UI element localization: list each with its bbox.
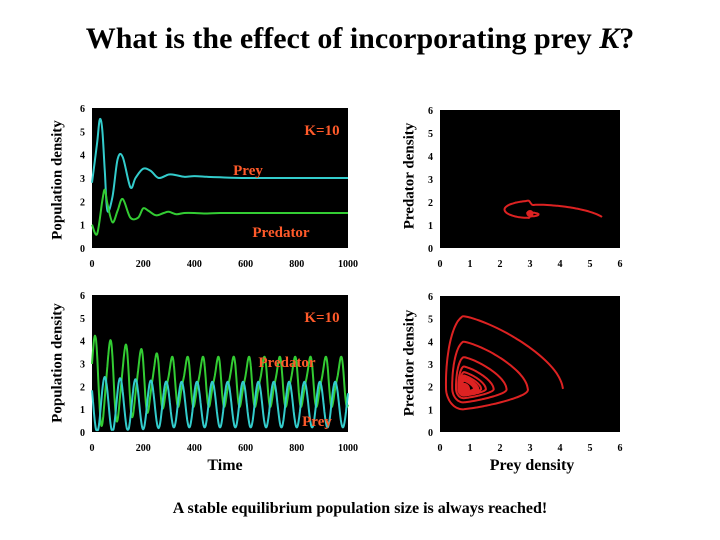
chart-time-bottom: 0 1 2 3 4 5 6 0 200 400 600 800 1000 K=10 Predator Prey <box>80 291 358 454</box>
y-tick-label: 5 <box>80 127 85 138</box>
chart-time-top: 0 1 2 3 4 5 6 0 200 400 600 800 1000 K=10 Prey Predator <box>80 104 358 270</box>
y-tick-label: 5 <box>80 314 85 325</box>
x-tick-label: 6 <box>618 259 623 270</box>
y-axis-label-time-bottom: Population density <box>49 303 66 423</box>
y-tick-label: 6 <box>80 104 85 115</box>
y-tick-label: 2 <box>80 382 85 393</box>
chart-phase-top: 0 1 2 3 4 5 6 0 1 2 3 4 5 6 <box>428 106 623 270</box>
phase-trajectory <box>444 315 564 411</box>
y-axis-label-phase-top: Predator density <box>401 122 418 230</box>
x-tick-label: 2 <box>498 443 503 454</box>
x-tick-label: 0 <box>90 259 95 270</box>
x-tick-label: 0 <box>90 443 95 454</box>
x-tick-label: 600 <box>238 443 253 454</box>
series-line-prey <box>91 117 348 213</box>
plot-background <box>440 110 620 248</box>
y-tick-label: 3 <box>80 360 85 371</box>
x-tick-label: 0 <box>438 443 443 454</box>
x-tick-label: 200 <box>136 443 151 454</box>
y-tick-label: 2 <box>80 197 85 208</box>
y-tick-label: 0 <box>80 244 85 255</box>
series-line-predator <box>91 188 348 236</box>
y-tick-label: 1 <box>428 405 433 416</box>
x-axis-label-time: Time <box>207 457 243 474</box>
y-tick-label: 4 <box>428 337 433 348</box>
x-tick-label: 1 <box>468 443 473 454</box>
x-tick-label: 1 <box>468 259 473 270</box>
x-tick-label: 5 <box>588 443 593 454</box>
x-tick-label: 800 <box>289 443 304 454</box>
x-tick-label: 4 <box>558 443 563 454</box>
equilibrium-point <box>526 210 534 217</box>
x-tick-label: 4 <box>558 259 563 270</box>
x-tick-label: 400 <box>187 443 202 454</box>
y-tick-label: 6 <box>428 292 433 303</box>
y-axis-label-time-top: Population density <box>49 120 66 240</box>
x-tick-label: 200 <box>136 259 151 270</box>
y-tick-label: 6 <box>80 291 85 302</box>
x-tick-label: 400 <box>187 259 202 270</box>
y-tick-label: 6 <box>428 106 433 117</box>
y-tick-label: 1 <box>80 405 85 416</box>
x-tick-label: 3 <box>528 443 533 454</box>
y-tick-label: 4 <box>428 152 433 163</box>
annotation-predator: Predator <box>252 225 310 241</box>
y-tick-label: 4 <box>80 337 85 348</box>
y-tick-label: 1 <box>80 221 85 232</box>
y-tick-label: 3 <box>428 175 433 186</box>
chart-phase-bottom: 0 1 2 3 4 5 6 0 1 2 3 4 5 6 <box>428 292 623 454</box>
x-tick-label: 2 <box>498 259 503 270</box>
x-tick-label: 1000 <box>338 259 358 270</box>
x-axis-label-prey-density: Prey density <box>489 457 575 474</box>
y-tick-label: 0 <box>428 428 433 439</box>
annotation-prey: Prey <box>302 414 332 430</box>
x-tick-label: 0 <box>438 259 443 270</box>
y-tick-label: 1 <box>428 221 433 232</box>
x-tick-label: 800 <box>289 259 304 270</box>
y-tick-label: 0 <box>80 428 85 439</box>
y-axis-label-phase-bottom: Predator density <box>401 309 418 417</box>
x-tick-label: 6 <box>618 443 623 454</box>
y-tick-label: 2 <box>428 383 433 394</box>
footer-note: A stable equilibrium population size is … <box>172 500 548 517</box>
y-tick-label: 3 <box>428 360 433 371</box>
y-tick-label: 2 <box>428 198 433 209</box>
annotation-prey: Prey <box>233 163 263 179</box>
annotation-predator: Predator <box>258 355 316 371</box>
annotation-k-value: K=10 <box>304 310 339 326</box>
y-tick-label: 3 <box>80 174 85 185</box>
x-tick-label: 3 <box>528 259 533 270</box>
y-tick-label: 5 <box>428 315 433 326</box>
page-title: What is the effect of incorporating prey… <box>85 22 635 55</box>
y-tick-label: 4 <box>80 151 85 162</box>
x-tick-label: 1000 <box>338 443 358 454</box>
x-tick-label: 600 <box>238 259 253 270</box>
y-tick-label: 5 <box>428 129 433 140</box>
y-tick-label: 0 <box>428 244 433 255</box>
annotation-k-value: K=10 <box>304 123 339 139</box>
x-tick-label: 5 <box>588 259 593 270</box>
series-line-prey <box>91 376 349 432</box>
